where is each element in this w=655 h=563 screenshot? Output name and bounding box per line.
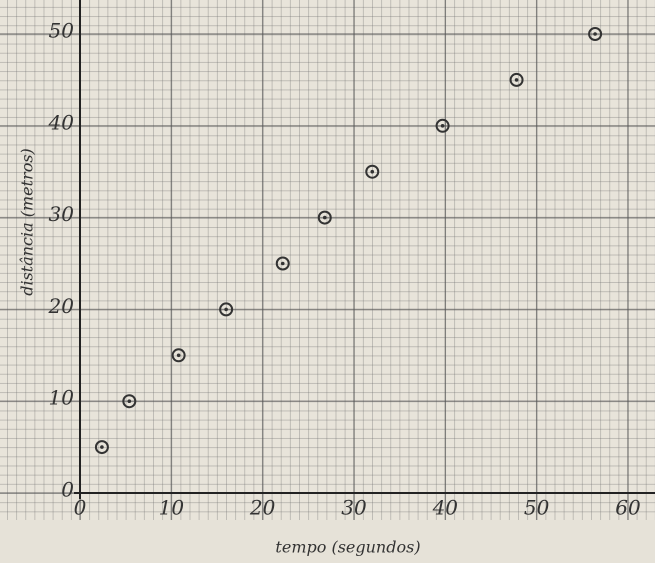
x-tick-label: 60 [615,496,641,520]
x-tick-label: 10 [159,496,185,520]
x-tick-label: 50 [524,496,550,520]
y-tick-label: 30 [49,202,75,226]
x-tick-label: 30 [341,496,367,520]
data-point [275,256,290,271]
data-point [509,72,524,87]
y-tick-label: 10 [49,386,75,410]
y-tick-label: 20 [48,294,75,318]
x-tick-label: 20 [249,496,276,520]
data-point [219,302,234,317]
data-point [588,27,603,41]
data-point [435,118,450,133]
y-axis-label: distância (metros) [18,148,37,296]
y-tick-label: 0 [61,478,74,502]
data-point [171,348,186,363]
graph-paper [0,0,655,520]
y-tick-label: 50 [49,19,75,43]
data-point [365,164,380,179]
data-point [94,440,109,455]
x-tick-label: 40 [432,496,459,520]
data-point [317,210,332,225]
x-tick-label: 0 [74,496,87,520]
data-point [122,394,137,409]
y-tick-label: 40 [48,110,75,134]
x-axis-label: tempo (segundos) [275,538,420,557]
